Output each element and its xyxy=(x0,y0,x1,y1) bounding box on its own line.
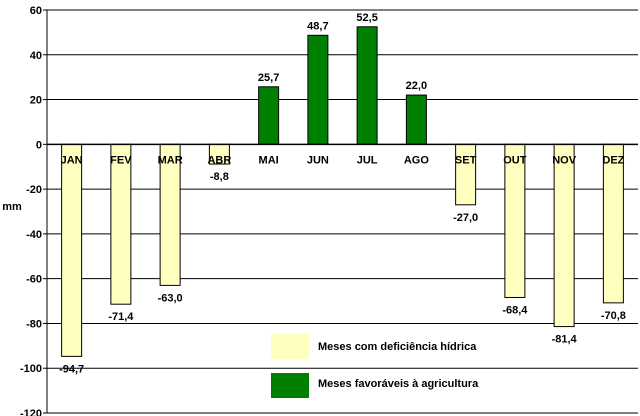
bar-dez xyxy=(602,143,624,304)
y-tick-label: -20 xyxy=(26,184,42,196)
y-tick-label: -100 xyxy=(20,363,42,375)
y-axis-label: mm xyxy=(2,201,22,213)
bar-jun xyxy=(307,34,329,145)
data-label: 25,7 xyxy=(258,72,279,84)
data-label: -71,4 xyxy=(108,311,134,323)
category-label: JAN xyxy=(61,154,83,166)
y-tick-label: -40 xyxy=(26,229,42,241)
category-label: NOV xyxy=(552,154,577,166)
y-tick-label: 20 xyxy=(30,95,42,107)
category-label: MAI xyxy=(259,154,279,166)
category-label: FEV xyxy=(110,154,132,166)
y-tick-label: 40 xyxy=(30,50,42,62)
category-label: AGO xyxy=(404,154,430,166)
legend-label-deficit: Meses com deficiência hídrica xyxy=(318,341,477,353)
y-tick-label: 0 xyxy=(36,139,42,151)
data-label: 48,7 xyxy=(307,20,328,32)
legend-swatch-deficit xyxy=(271,334,309,359)
category-label: DEZ xyxy=(602,154,624,166)
data-label: -27,0 xyxy=(453,212,478,224)
data-label: -70,8 xyxy=(601,310,626,322)
data-label: 52,5 xyxy=(356,12,377,24)
category-label: ABR xyxy=(207,154,231,166)
category-label: SET xyxy=(455,154,477,166)
legend-swatch-favorable xyxy=(271,373,309,398)
category-label: OUT xyxy=(503,154,527,166)
y-axis-ticks: 60 40 20 0 -20 -40 -60 -80 -100 -120 xyxy=(20,5,47,416)
data-label: 22,0 xyxy=(406,80,427,92)
data-label: -81,4 xyxy=(552,334,578,346)
bars xyxy=(61,26,624,357)
y-tick-label: -60 xyxy=(26,274,42,286)
bar-ago xyxy=(405,94,427,145)
category-label: MAR xyxy=(158,154,183,166)
data-label: -8,8 xyxy=(210,171,229,183)
y-tick-label: -80 xyxy=(26,318,42,330)
bar-fev xyxy=(110,143,132,305)
data-label: -94,7 xyxy=(59,363,84,375)
bar-nov xyxy=(553,143,575,328)
bar-jan xyxy=(61,143,83,357)
legend-label-favorable: Meses favoráveis à agricultura xyxy=(318,378,479,390)
y-tick-label: -120 xyxy=(20,408,42,416)
data-labels: -94,7 -71,4 -63,0 -8,8 25,7 48,7 52,5 22,0 -27,0… xyxy=(59,12,626,376)
category-labels: JAN FEV MAR ABR MAI JUN JUL AGO SET OUT NOV DEZ xyxy=(61,154,625,166)
bar-jul xyxy=(356,26,378,145)
legend: Meses com deficiência hídrica Meses favo… xyxy=(271,334,479,398)
grid-lines xyxy=(47,9,638,414)
category-label: JUL xyxy=(357,154,378,166)
category-label: JUN xyxy=(307,154,329,166)
bar-out xyxy=(504,143,526,298)
bar-mai xyxy=(258,86,280,145)
y-tick-label: 60 xyxy=(30,5,42,17)
data-label: -63,0 xyxy=(158,292,183,304)
data-label: -68,4 xyxy=(502,304,528,316)
